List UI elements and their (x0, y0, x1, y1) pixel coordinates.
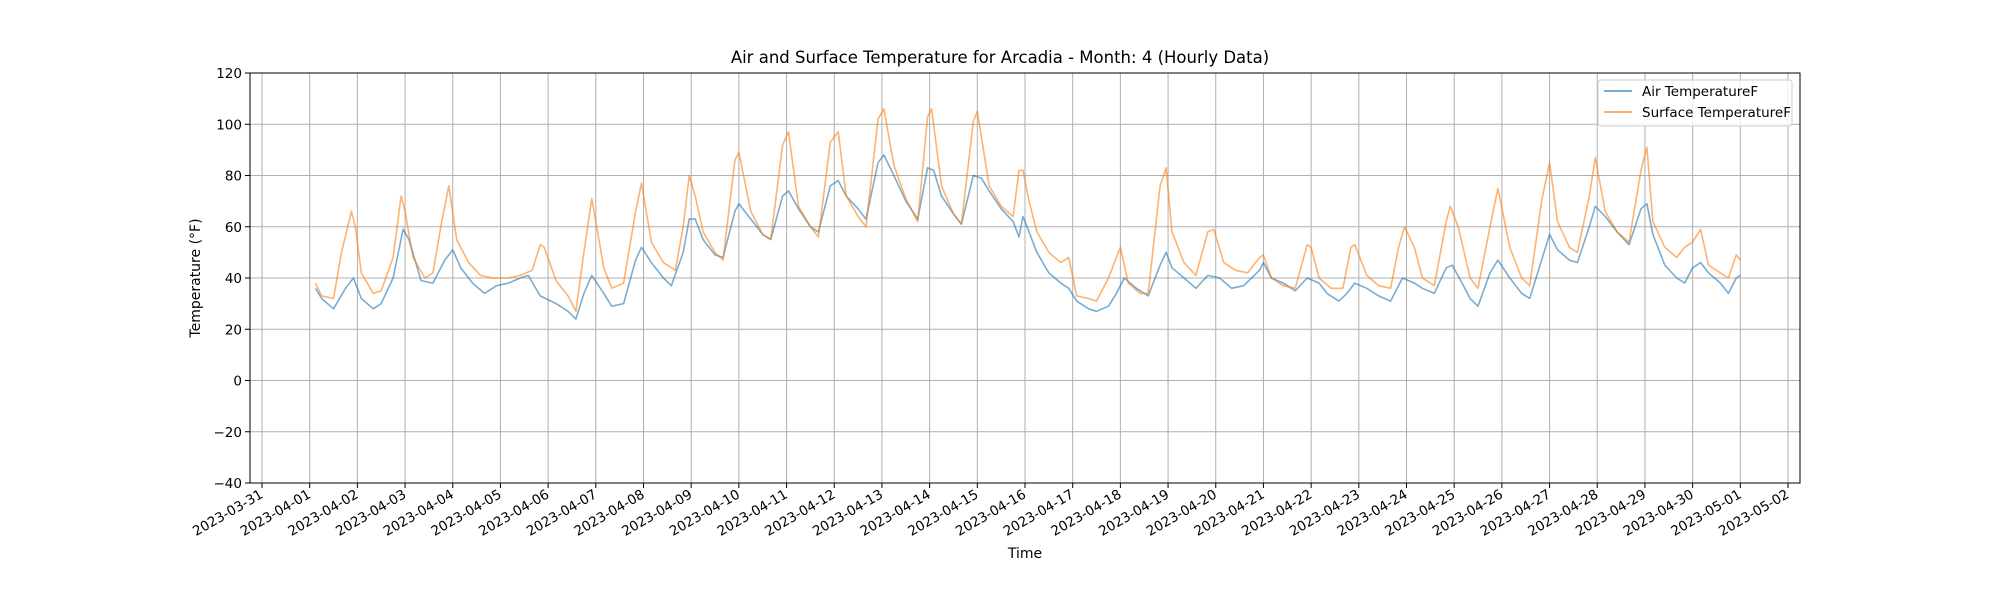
grid-layer (250, 72, 1800, 484)
y-tick-label: −20 (214, 425, 243, 441)
legend-box (1597, 79, 1793, 127)
y-axis-label: Temperature (°F) (188, 218, 204, 338)
surface-temperature-line (314, 108, 1741, 313)
x-axis-ticks: 2023-03-312023-04-012023-04-022023-04-03… (190, 483, 1792, 540)
chart-title: Air and Surface Temperature for Arcadia … (731, 48, 1269, 67)
y-tick-label: 20 (225, 322, 242, 338)
legend: Air TemperatureF Surface TemperatureF (1597, 79, 1793, 127)
series-layer (314, 108, 1741, 320)
air-temperature-line (314, 154, 1741, 320)
y-axis-ticks: −40 −20 0 20 40 60 80 100 120 (214, 66, 250, 492)
y-tick-label: 100 (216, 117, 242, 133)
x-axis-label: Time (1007, 546, 1042, 562)
y-tick-label: 0 (233, 374, 242, 390)
y-tick-label: 120 (216, 66, 242, 82)
y-tick-label: 40 (225, 271, 242, 287)
y-tick-label: 80 (225, 169, 242, 185)
legend-label-air: Air TemperatureF (1642, 84, 1758, 100)
legend-label-surface: Surface TemperatureF (1642, 105, 1791, 121)
y-tick-label: −40 (214, 476, 243, 492)
y-tick-label: 60 (225, 220, 242, 236)
